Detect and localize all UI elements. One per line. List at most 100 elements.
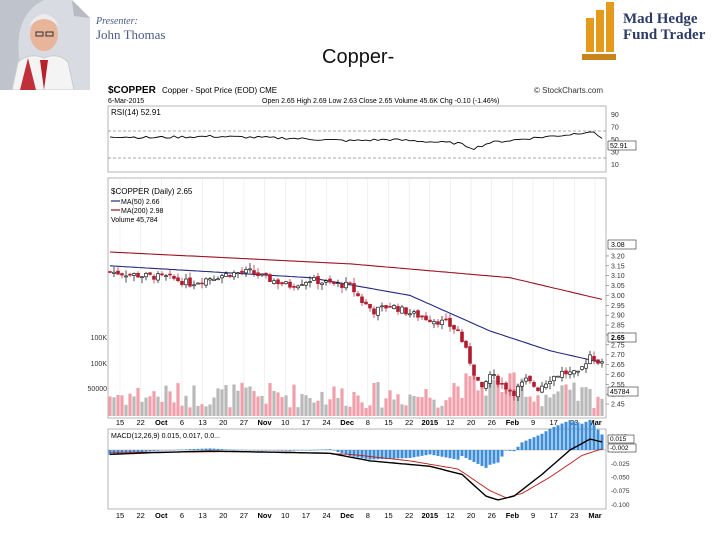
macd-histogram-bar bbox=[544, 431, 548, 450]
candle-body bbox=[544, 383, 548, 388]
volume-bar bbox=[544, 394, 548, 416]
macd-histogram-bar bbox=[276, 450, 280, 451]
volume-bar bbox=[588, 388, 592, 416]
volume-bar bbox=[552, 394, 556, 416]
ma200-line bbox=[109, 251, 603, 300]
candle-body bbox=[500, 382, 504, 385]
volume-bar bbox=[356, 395, 360, 416]
candle-body bbox=[292, 286, 296, 288]
macd-histogram-bar bbox=[556, 425, 560, 450]
candle-body bbox=[388, 306, 392, 308]
macd-histogram-bar bbox=[236, 449, 240, 451]
macd-signal-tag: -0.002 bbox=[610, 445, 629, 452]
volume-bar bbox=[524, 396, 528, 416]
volume-bar bbox=[368, 405, 372, 416]
volume-bar bbox=[300, 394, 304, 416]
volume-bar bbox=[556, 391, 560, 416]
volume-bar bbox=[416, 396, 420, 416]
price-tick-label: 3.20 bbox=[611, 253, 625, 260]
macd-histogram-bar bbox=[296, 450, 300, 451]
rsi-value-tag: 52.91 bbox=[610, 143, 628, 150]
macd-histogram-bar bbox=[252, 450, 256, 451]
volume-bar bbox=[128, 393, 132, 416]
volume-bar bbox=[316, 400, 320, 416]
volume-bars bbox=[108, 372, 604, 416]
macd-histogram-bar bbox=[428, 450, 432, 455]
macd-histogram-bar bbox=[212, 448, 216, 450]
price-tick-label: 2.95 bbox=[611, 303, 625, 310]
x-tick-label: 27 bbox=[240, 511, 248, 520]
macd-histogram-bar bbox=[392, 450, 396, 459]
macd-histogram-bar bbox=[264, 450, 268, 451]
macd-histogram-bar bbox=[152, 450, 156, 451]
candle-body bbox=[124, 275, 128, 278]
volume-bar bbox=[284, 395, 288, 416]
candle-body bbox=[160, 273, 164, 276]
volume-bar bbox=[160, 401, 164, 416]
volume-bar bbox=[232, 384, 236, 416]
volume-bar bbox=[112, 397, 116, 416]
volume-bar bbox=[596, 396, 600, 416]
x-tick-label: 20 bbox=[467, 418, 475, 427]
macd-histogram-bar bbox=[596, 429, 600, 450]
volume-bar bbox=[132, 396, 136, 416]
macd-histogram-bar bbox=[472, 450, 476, 462]
vertical-gridlines bbox=[119, 178, 596, 418]
macd-histogram-bar bbox=[356, 450, 360, 458]
rsi-tick-label: 70 bbox=[611, 124, 619, 131]
volume-bar bbox=[540, 406, 544, 416]
candle-body bbox=[456, 329, 460, 332]
macd-histogram-bar bbox=[504, 450, 508, 451]
x-tick-label: 20 bbox=[467, 511, 475, 520]
x-tick-label: Nov bbox=[257, 418, 272, 427]
macd-histogram-bar bbox=[136, 450, 140, 453]
volume-bar bbox=[148, 396, 152, 416]
candle-body bbox=[480, 381, 484, 388]
candle-body bbox=[400, 306, 404, 314]
candle-body bbox=[592, 356, 596, 361]
candle-body bbox=[172, 276, 176, 279]
candle-body bbox=[192, 284, 196, 287]
volume-bar bbox=[328, 399, 332, 416]
macd-histogram-bar bbox=[568, 420, 572, 450]
volume-bar bbox=[448, 397, 452, 416]
x-tick-label: 23 bbox=[570, 511, 578, 520]
candle-body bbox=[552, 376, 556, 382]
volume-bar bbox=[168, 391, 172, 416]
volume-bar bbox=[428, 397, 432, 416]
macd-histogram-bar bbox=[300, 450, 304, 451]
presenter-name: John Thomas bbox=[96, 27, 166, 42]
ma200-tag: 3.08 bbox=[611, 242, 625, 249]
candle-body bbox=[448, 317, 452, 327]
candle-body bbox=[360, 296, 364, 303]
x-tick-label: 6 bbox=[180, 511, 184, 520]
volume-bar bbox=[248, 386, 252, 416]
volume-bar bbox=[560, 385, 564, 416]
candle-body bbox=[580, 366, 584, 370]
volume-bar bbox=[376, 382, 380, 416]
volume-bar bbox=[288, 407, 292, 416]
macd-histogram-bar bbox=[292, 450, 296, 451]
candle-body bbox=[312, 277, 316, 281]
x-tick-label: 26 bbox=[488, 511, 496, 520]
x-tick-label: 17 bbox=[550, 511, 558, 520]
candle-body bbox=[236, 272, 240, 275]
volume-bar bbox=[548, 397, 552, 416]
candle-body bbox=[272, 280, 276, 284]
macd-histogram-bar bbox=[144, 450, 148, 452]
rsi-tick-label: 50 bbox=[611, 137, 619, 144]
x-tick-label: 15 bbox=[384, 511, 392, 520]
macd-histogram-bar bbox=[364, 450, 368, 459]
candle-body bbox=[564, 370, 568, 375]
chart-quote: Open 2.65 High 2.69 Low 2.63 Close 2.65 … bbox=[262, 98, 499, 105]
volume-bar bbox=[212, 397, 216, 416]
logo-icon bbox=[582, 2, 616, 60]
logo-line-1: Mad Hedge bbox=[623, 11, 698, 27]
macd-histogram-bar bbox=[416, 450, 420, 457]
rsi-axis: 90 70 50 30 10 bbox=[611, 112, 619, 169]
volume-bar bbox=[176, 383, 180, 416]
macd-histogram-bar bbox=[132, 450, 136, 453]
macd-histogram-bar bbox=[172, 449, 176, 451]
volume-bar bbox=[296, 407, 300, 416]
candle-body bbox=[240, 270, 244, 273]
